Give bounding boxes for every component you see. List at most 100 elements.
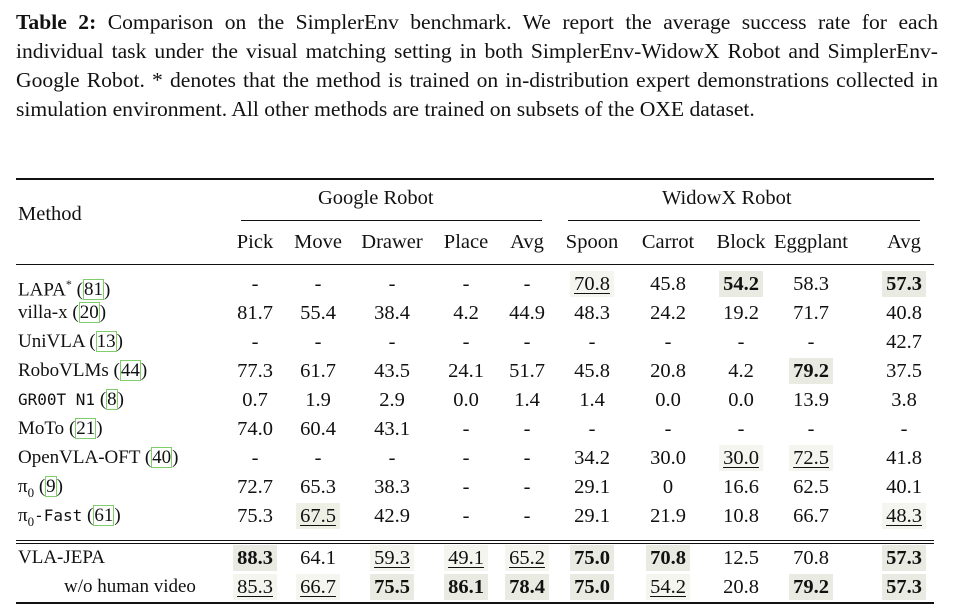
table-cell: 44.9	[509, 302, 545, 324]
citation-link[interactable]: 8	[106, 389, 118, 410]
table-cell: 58.3	[793, 273, 829, 295]
table-cell: 37.5	[886, 360, 922, 382]
google-robot-cmidrule	[241, 220, 542, 221]
table-cell: 88.3	[233, 545, 277, 571]
method-name: OpenVLA-OFT (40)	[18, 447, 179, 468]
table-cell: 65.3	[300, 476, 336, 498]
table-cell: 34.2	[574, 447, 610, 469]
table-cell: 29.1	[574, 476, 610, 498]
caption-text: Comparison on the SimplerEnv benchmark. …	[16, 10, 938, 121]
table-cell: 45.8	[650, 273, 686, 295]
table-cell: -	[900, 418, 908, 440]
table-cell: 16.6	[723, 476, 759, 498]
table-cell: 30.0	[650, 447, 686, 469]
table-cell: 24.1	[448, 360, 484, 382]
table-cell: -	[588, 331, 596, 353]
table-cell: -	[314, 331, 322, 353]
table-cell: -	[314, 447, 322, 469]
table-cell: 40.8	[886, 302, 922, 324]
group-rule-2	[16, 543, 934, 544]
table-cell: 71.7	[793, 302, 829, 324]
table-cell: -	[462, 273, 470, 295]
table-cell: 62.5	[793, 476, 829, 498]
table-cell: -	[523, 331, 531, 353]
method-name: MoTo (21)	[18, 418, 103, 439]
column-header-block: Block	[716, 231, 766, 253]
table-cell: 65.2	[505, 545, 549, 571]
citation-link[interactable]: 81	[82, 279, 104, 301]
table-cell: -	[251, 273, 259, 295]
method-name: GR00T N1 (8)	[18, 389, 124, 410]
table-cell: 20.8	[650, 360, 686, 382]
top-rule	[16, 178, 934, 180]
table-cell: -	[251, 447, 259, 469]
citation-link[interactable]: 13	[95, 331, 117, 352]
table-cell: 21.9	[650, 505, 686, 527]
table-cell: 41.8	[886, 447, 922, 469]
table-cell: -	[737, 331, 745, 353]
table-cell: 19.2	[723, 302, 759, 324]
table-cell: 86.1	[444, 574, 488, 600]
table-cell: 79.2	[789, 574, 833, 600]
table-cell: 30.0	[719, 445, 763, 471]
table-cell: 4.2	[728, 360, 754, 382]
table-cell: 70.8	[793, 547, 829, 569]
citation-link[interactable]: 20	[78, 302, 100, 323]
bottom-rule	[16, 602, 934, 604]
citation-link[interactable]: 61	[93, 505, 115, 526]
table-cell: 70.8	[570, 271, 614, 297]
group-rule	[16, 540, 934, 541]
table-cell: -	[462, 476, 470, 498]
method-name: w/o human video	[64, 576, 196, 597]
table-cell: -	[462, 331, 470, 353]
table-cell: 61.7	[300, 360, 336, 382]
table-cell: 20.8	[723, 576, 759, 598]
method-name: RoboVLMs (44)	[18, 360, 148, 381]
table-cell: 75.3	[237, 505, 273, 527]
column-header-spoon: Spoon	[565, 231, 619, 253]
table-cell: 1.9	[305, 389, 331, 411]
google-robot-header: Google Robot	[318, 187, 434, 209]
table-cell: -	[388, 273, 396, 295]
table-cell: 57.3	[882, 271, 926, 297]
method-name: π0-Fast (61)	[18, 505, 121, 529]
table-cell: -	[462, 505, 470, 527]
table-cell: 64.1	[300, 547, 336, 569]
column-header-carrot: Carrot	[641, 231, 695, 253]
column-header-eggplant: Eggplant	[773, 231, 849, 253]
table-cell: 10.8	[723, 505, 759, 527]
table-cell: 43.1	[374, 418, 410, 440]
table-cell: 45.8	[574, 360, 610, 382]
table-cell: -	[807, 331, 815, 353]
table-cell: 1.4	[514, 389, 540, 411]
table-cell: 75.5	[370, 574, 414, 600]
column-header-move: Move	[294, 231, 342, 253]
citation-link[interactable]: 9	[45, 476, 57, 497]
table-cell: 4.2	[453, 302, 479, 324]
table-cell: -	[807, 418, 815, 440]
table-cell: 79.2	[789, 358, 833, 384]
method-name: LAPA* (81)	[18, 277, 111, 301]
table-cell: 78.4	[505, 574, 549, 600]
table-cell: 60.4	[300, 418, 336, 440]
widowx-robot-cmidrule	[568, 220, 920, 221]
citation-link[interactable]: 21	[75, 418, 97, 439]
table-cell: 55.4	[300, 302, 336, 324]
table-cell: 74.0	[237, 418, 273, 440]
table-cell: -	[523, 273, 531, 295]
table-cell: -	[523, 505, 531, 527]
table-cell: 24.2	[650, 302, 686, 324]
table-cell: 48.3	[882, 503, 926, 529]
widowx-robot-header: WidowX Robot	[662, 187, 792, 209]
citation-link[interactable]: 40	[151, 447, 173, 468]
table-cell: 77.3	[237, 360, 273, 382]
table-cell: 13.9	[793, 389, 829, 411]
table-cell: 66.7	[793, 505, 829, 527]
column-header-drawer: Drawer	[361, 231, 423, 253]
table-cell: 81.7	[237, 302, 273, 324]
method-name: villa-x (20)	[18, 302, 107, 323]
citation-link[interactable]: 44	[119, 360, 141, 381]
table-cell: 49.1	[444, 545, 488, 571]
table-cell: 43.5	[374, 360, 410, 382]
table-cell: 72.7	[237, 476, 273, 498]
